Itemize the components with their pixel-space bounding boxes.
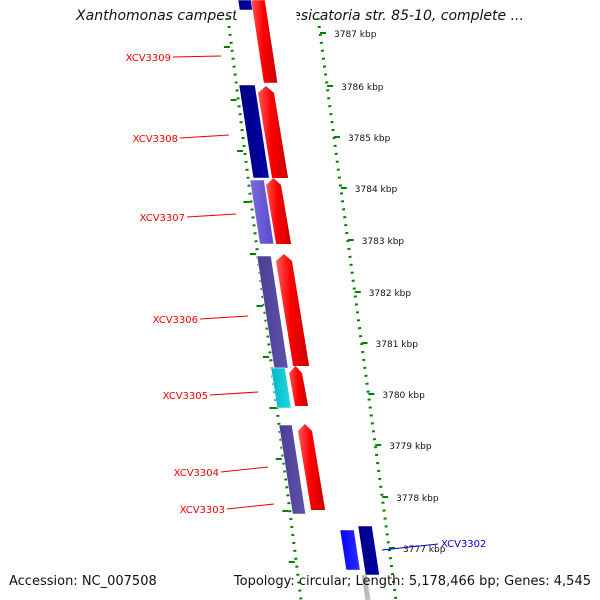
gene-label[interactable]: XCV3307 (140, 213, 185, 224)
gene-label[interactable]: XCV3302 (441, 539, 486, 550)
leader-line (226, 503, 275, 510)
leader-line (220, 466, 269, 473)
feature-blue-xcv3302 (339, 529, 361, 571)
feature-cyan (270, 367, 292, 409)
gene-label[interactable]: XCV3303 (180, 505, 225, 516)
leader-line (172, 55, 222, 58)
scale-label: 3777 kbp (403, 545, 446, 555)
gene-arrow-xcv3309 (250, 0, 278, 84)
gene-arrow-xcv3306 (276, 254, 310, 366)
gene-arrow-xcv3305 (289, 366, 309, 406)
leader-line (209, 391, 259, 396)
gene-label[interactable]: XCV3306 (153, 315, 198, 326)
leader-line (179, 134, 230, 139)
scale-label: 3778 kbp (396, 494, 439, 504)
gene-arrow-xcv3304 (298, 424, 326, 510)
leader-line (186, 213, 237, 218)
scale-label: 3787 kbp (334, 30, 377, 40)
scale-label: 3782 kbp (369, 289, 412, 299)
gene-label[interactable]: XCV3309 (126, 53, 171, 64)
gene-arrow-xcv3308 (258, 86, 289, 178)
left-dotted-guide (226, 17, 303, 600)
accession-text: Accession: NC_007508 (9, 574, 157, 589)
gene-label[interactable]: XCV3308 (133, 134, 178, 145)
map-title: Xanthomonas campestris pv. vesicatoria s… (76, 8, 524, 24)
gene-label[interactable]: XCV3305 (163, 391, 208, 402)
feature-lavender (249, 179, 275, 245)
leader-line (381, 543, 439, 551)
scale-label: 3781 kbp (376, 340, 419, 350)
feature-navy-bottom (357, 525, 380, 576)
feature-navy-xcv3308-region (238, 84, 270, 179)
scale-label: 3779 kbp (389, 442, 432, 452)
scale-label: 3783 kbp (362, 237, 405, 247)
genome-summary-text: Topology: circular; Length: 5,178,466 bp… (233, 574, 591, 589)
scale-label: 3785 kbp (348, 134, 391, 144)
feature-slate-2 (278, 424, 306, 515)
scale-label: 3786 kbp (341, 83, 384, 93)
right-dotted-guide (316, 17, 398, 600)
gene-arrow-xcv3307 (266, 178, 292, 244)
scale-label: 3784 kbp (355, 185, 398, 195)
feature-slate-1 (256, 255, 289, 369)
leader-line (199, 315, 249, 320)
scale-label: 3780 kbp (382, 391, 425, 401)
gene-label[interactable]: XCV3304 (174, 468, 219, 479)
